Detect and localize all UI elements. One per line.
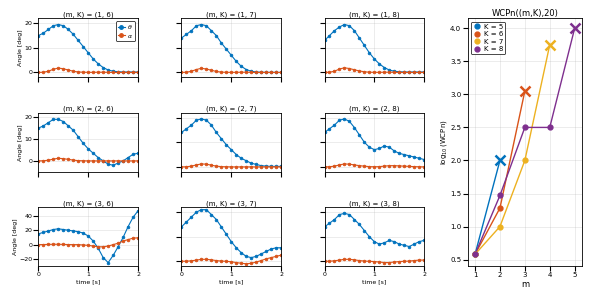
X-axis label: time [s]: time [s]	[362, 279, 387, 284]
K = 8	[472, 252, 479, 256]
K = 8	[521, 125, 528, 129]
Line: K = 7: K = 7	[473, 158, 527, 257]
K = 7	[521, 159, 528, 162]
Title: (m, K) = (3, 6): (m, K) = (3, 6)	[63, 200, 113, 207]
Line: K = 6: K = 6	[473, 206, 502, 257]
Title: (m, K) = (3, 8): (m, K) = (3, 8)	[349, 200, 400, 207]
K = 7	[472, 252, 479, 256]
Title: (m, K) = (1, 7): (m, K) = (1, 7)	[206, 11, 256, 18]
X-axis label: time [s]: time [s]	[76, 279, 100, 284]
K = 6	[496, 206, 504, 210]
Title: (m, K) = (2, 6): (m, K) = (2, 6)	[63, 106, 113, 112]
Legend: $\theta$, $\alpha$: $\theta$, $\alpha$	[116, 21, 135, 42]
Title: (m, K) = (2, 7): (m, K) = (2, 7)	[206, 106, 256, 112]
Title: (m, K) = (3, 7): (m, K) = (3, 7)	[206, 200, 256, 207]
K = 8	[546, 125, 553, 129]
Title: WCPn((m,K),20): WCPn((m,K),20)	[491, 9, 558, 17]
Y-axis label: Angle [deg]: Angle [deg]	[12, 218, 18, 255]
Y-axis label: Angle [deg]: Angle [deg]	[18, 124, 23, 161]
X-axis label: time [s]: time [s]	[219, 279, 243, 284]
Title: (m, K) = (2, 8): (m, K) = (2, 8)	[349, 106, 400, 112]
Legend: K = 5, K = 6, K = 7, K = 8: K = 5, K = 6, K = 7, K = 8	[471, 22, 505, 54]
Y-axis label: $\log_{10}$(WCPn): $\log_{10}$(WCPn)	[439, 119, 449, 165]
K = 7	[496, 225, 504, 228]
X-axis label: m: m	[521, 280, 529, 289]
Line: K = 8: K = 8	[473, 125, 552, 257]
K = 8	[496, 194, 504, 197]
Title: (m, K) = (1, 8): (m, K) = (1, 8)	[349, 11, 400, 18]
K = 6	[472, 252, 479, 256]
Title: (m, K) = (1, 6): (m, K) = (1, 6)	[63, 11, 113, 18]
Y-axis label: Angle [deg]: Angle [deg]	[18, 30, 23, 66]
